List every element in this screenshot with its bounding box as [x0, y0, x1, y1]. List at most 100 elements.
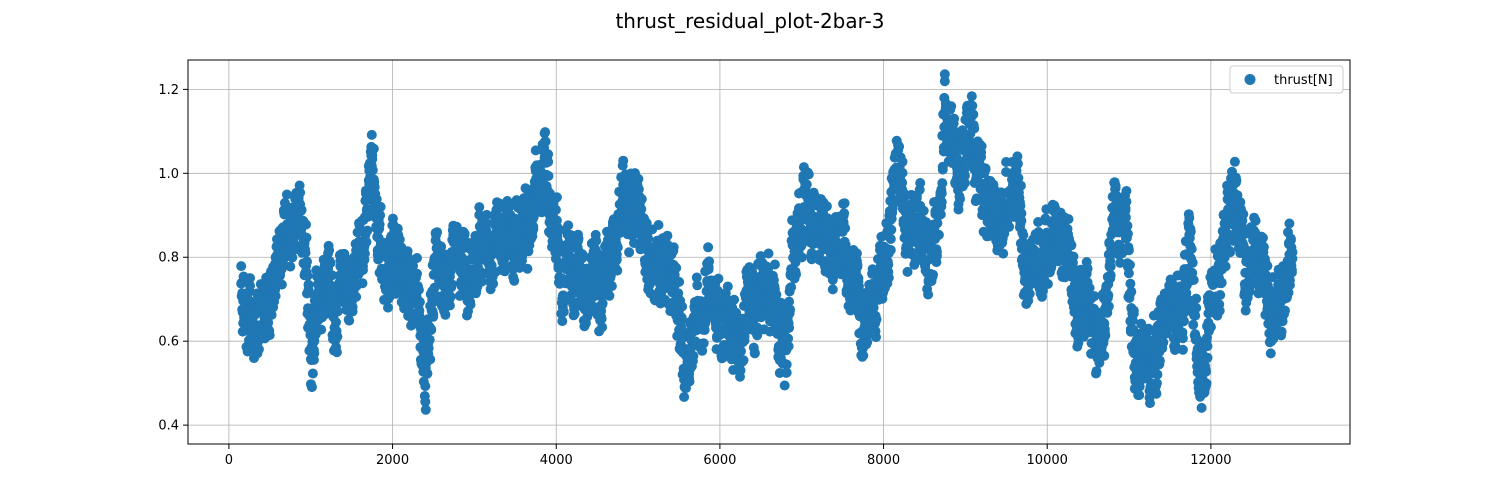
- data-point: [446, 279, 457, 290]
- data-point: [1082, 263, 1093, 274]
- data-point: [713, 273, 724, 284]
- data-point: [976, 141, 987, 152]
- x-tick-label: 2000: [376, 453, 409, 468]
- data-point: [883, 259, 894, 270]
- data-point: [569, 308, 580, 319]
- data-point: [801, 179, 812, 190]
- data-point: [1046, 262, 1057, 273]
- data-point: [412, 253, 422, 263]
- data-point: [413, 284, 424, 295]
- data-point: [939, 69, 950, 80]
- data-point: [1225, 247, 1235, 258]
- data-point: [420, 404, 431, 415]
- data-point: [1191, 293, 1202, 304]
- data-point: [897, 156, 908, 167]
- data-point: [367, 165, 378, 176]
- data-point: [636, 194, 647, 205]
- data-point: [612, 242, 623, 253]
- data-point: [1024, 288, 1035, 299]
- data-point: [528, 221, 539, 232]
- data-point: [327, 270, 337, 281]
- data-point: [611, 254, 622, 265]
- data-point: [591, 235, 602, 246]
- data-point: [897, 167, 908, 178]
- data-point: [1128, 308, 1139, 319]
- data-point: [1265, 348, 1276, 359]
- data-point: [481, 209, 492, 220]
- data-point: [939, 76, 950, 87]
- data-point: [358, 265, 368, 275]
- data-point: [946, 101, 957, 112]
- data-point: [1262, 260, 1273, 271]
- data-point: [915, 178, 926, 188]
- data-point: [606, 281, 617, 292]
- data-point: [1214, 305, 1225, 316]
- data-point: [1215, 290, 1226, 300]
- data-point: [1280, 305, 1290, 316]
- data-point: [301, 219, 311, 230]
- data-point: [1013, 173, 1024, 183]
- data-point: [769, 259, 780, 270]
- data-point: [1120, 205, 1131, 216]
- data-point: [786, 282, 797, 293]
- data-point: [402, 246, 413, 257]
- data-point: [296, 204, 307, 215]
- data-point: [1004, 221, 1015, 232]
- data-point: [1123, 268, 1134, 279]
- data-point: [636, 204, 647, 215]
- legend: thrust[N]: [1229, 65, 1344, 94]
- data-point: [1250, 215, 1261, 226]
- data-point: [300, 247, 311, 258]
- data-point: [428, 311, 439, 322]
- data-point: [1121, 196, 1132, 207]
- data-point: [953, 204, 964, 215]
- data-point: [677, 314, 688, 325]
- data-point: [1284, 218, 1295, 229]
- data-point: [344, 315, 355, 326]
- data-point: [781, 367, 792, 378]
- data-point: [1258, 242, 1269, 253]
- data-point: [1125, 278, 1136, 289]
- data-point: [302, 256, 312, 267]
- data-point: [1103, 301, 1114, 312]
- data-point: [923, 289, 934, 300]
- data-point: [853, 273, 864, 284]
- data-point: [408, 260, 418, 271]
- data-point: [1231, 175, 1242, 186]
- data-point: [604, 290, 615, 301]
- data-point: [509, 275, 520, 286]
- data-point: [1257, 232, 1268, 243]
- data-point: [749, 347, 760, 358]
- data-point: [543, 149, 554, 160]
- data-point: [736, 346, 746, 357]
- data-point: [840, 223, 851, 234]
- data-point: [937, 178, 948, 189]
- data-point: [803, 169, 814, 180]
- data-point: [332, 306, 343, 317]
- data-point: [597, 298, 608, 309]
- data-point: [1216, 277, 1227, 288]
- data-point: [374, 219, 385, 230]
- data-point: [465, 299, 476, 310]
- chart-title: thrust_residual_plot-2bar-3: [615, 9, 884, 33]
- data-point: [1030, 246, 1041, 256]
- data-point: [1158, 337, 1169, 348]
- y-axis: 0.4 0.6 0.8 1.0 1.2: [158, 83, 188, 434]
- data-point: [1012, 151, 1023, 162]
- legend-marker: [1244, 74, 1256, 85]
- data-point: [357, 278, 368, 289]
- data-point: [1099, 350, 1110, 361]
- data-point: [517, 255, 527, 266]
- data-point: [1068, 251, 1079, 262]
- data-point: [1091, 366, 1102, 377]
- data-point: [1105, 261, 1116, 272]
- data-point: [558, 306, 569, 317]
- data-point: [1121, 186, 1132, 196]
- data-points: [236, 69, 1298, 415]
- data-point: [573, 233, 584, 244]
- data-point: [688, 350, 699, 361]
- data-point: [1115, 257, 1126, 268]
- data-point: [597, 322, 608, 333]
- data-point: [704, 256, 715, 267]
- y-tick-label: 1.2: [158, 83, 179, 98]
